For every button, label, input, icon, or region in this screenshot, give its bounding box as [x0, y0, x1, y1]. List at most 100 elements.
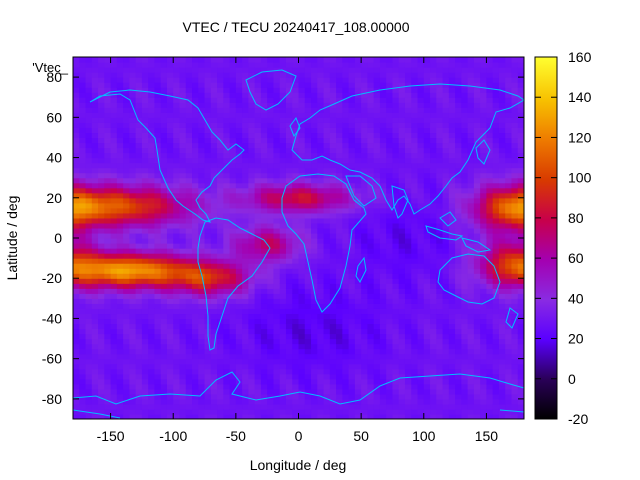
heat-cell	[217, 212, 224, 219]
heat-cell	[386, 227, 394, 234]
heat-cell	[185, 398, 193, 405]
heat-cell	[311, 217, 318, 224]
heat-cell	[398, 318, 406, 325]
heat-cell	[73, 273, 80, 279]
heat-cell	[110, 263, 118, 269]
heat-cell	[461, 258, 469, 264]
heat-cell	[217, 92, 224, 98]
heat-cell	[430, 318, 437, 325]
heat-cell	[110, 157, 118, 164]
heat-cell	[317, 248, 325, 254]
heat-cell	[455, 308, 462, 315]
heat-cell	[148, 318, 156, 325]
heat-cell	[204, 162, 212, 169]
heat-cell	[448, 283, 456, 289]
heat-cell	[79, 298, 87, 304]
heat-cell	[98, 298, 105, 304]
heat-cell	[467, 232, 475, 239]
heat-cell	[498, 177, 506, 184]
heat-cell	[79, 212, 87, 219]
heat-cell	[248, 408, 256, 415]
heat-cell	[486, 238, 494, 244]
heat-cell	[480, 147, 488, 154]
heat-cell	[317, 293, 325, 299]
heat-cell	[417, 167, 425, 174]
heat-cell	[79, 258, 87, 264]
heat-cell	[417, 343, 425, 350]
heat-cell	[204, 348, 212, 355]
heat-cell	[461, 368, 469, 375]
heat-cell	[260, 358, 268, 365]
heat-cell	[79, 192, 87, 199]
heat-cell	[492, 57, 500, 63]
heat-cell	[166, 288, 174, 294]
heat-cell	[342, 232, 350, 239]
heat-cell	[486, 177, 494, 184]
heat-cell	[436, 243, 444, 249]
heat-cell	[436, 187, 444, 194]
heat-cell	[436, 363, 444, 370]
heat-cell	[311, 162, 318, 169]
heat-cell	[235, 373, 243, 380]
heat-cell	[204, 293, 212, 299]
heat-cell	[404, 222, 412, 229]
heat-cell	[185, 248, 193, 254]
heat-cell	[292, 373, 300, 380]
heat-cell	[179, 388, 187, 395]
heat-cell	[204, 207, 212, 214]
heat-cell	[179, 172, 187, 179]
heat-cell	[79, 232, 87, 239]
heat-cell	[223, 92, 231, 98]
heat-cell	[498, 112, 506, 118]
heat-cell	[430, 393, 437, 400]
heat-cell	[392, 217, 400, 224]
heat-cell	[398, 122, 406, 128]
heat-cell	[192, 303, 199, 309]
heat-cell	[298, 328, 306, 335]
heat-cell	[217, 207, 224, 214]
heat-cell	[304, 408, 312, 415]
heat-cell	[417, 353, 425, 360]
heat-cell	[423, 348, 431, 355]
heat-cell	[461, 197, 469, 204]
heat-cell	[91, 202, 99, 209]
heat-cell	[204, 258, 212, 264]
heat-cell	[210, 232, 218, 239]
heat-cell	[361, 348, 368, 355]
heat-cell	[198, 167, 206, 174]
heat-cell	[461, 378, 469, 385]
heat-cell	[154, 293, 162, 299]
heat-cell	[260, 343, 268, 350]
heat-cell	[467, 413, 475, 419]
heat-cell	[235, 122, 243, 128]
heat-cell	[448, 348, 456, 355]
heat-cell	[154, 62, 162, 68]
heat-cell	[455, 112, 462, 118]
heat-cell	[248, 383, 256, 390]
heat-cell	[480, 268, 488, 274]
heat-cell	[185, 388, 193, 395]
heat-cell	[79, 293, 87, 299]
heat-cell	[386, 398, 394, 405]
heat-cell	[141, 132, 149, 139]
heat-cell	[254, 122, 262, 128]
heat-cell	[386, 358, 394, 365]
heat-cell	[498, 298, 506, 304]
heat-cell	[379, 62, 387, 68]
heat-cell	[461, 328, 469, 335]
heat-cell	[217, 87, 224, 93]
heat-cell	[254, 378, 262, 385]
heat-cell	[85, 112, 93, 118]
heat-cell	[398, 333, 406, 340]
heat-cell	[336, 373, 343, 380]
heat-cell	[91, 147, 99, 154]
heat-cell	[398, 328, 406, 335]
heat-cell	[173, 87, 181, 93]
heat-cell	[135, 268, 143, 274]
heat-cell	[91, 137, 99, 144]
heat-cell	[204, 147, 212, 154]
heat-cell	[492, 82, 500, 88]
heat-cell	[367, 207, 375, 214]
heat-cell	[185, 192, 193, 199]
heat-cell	[292, 57, 300, 63]
